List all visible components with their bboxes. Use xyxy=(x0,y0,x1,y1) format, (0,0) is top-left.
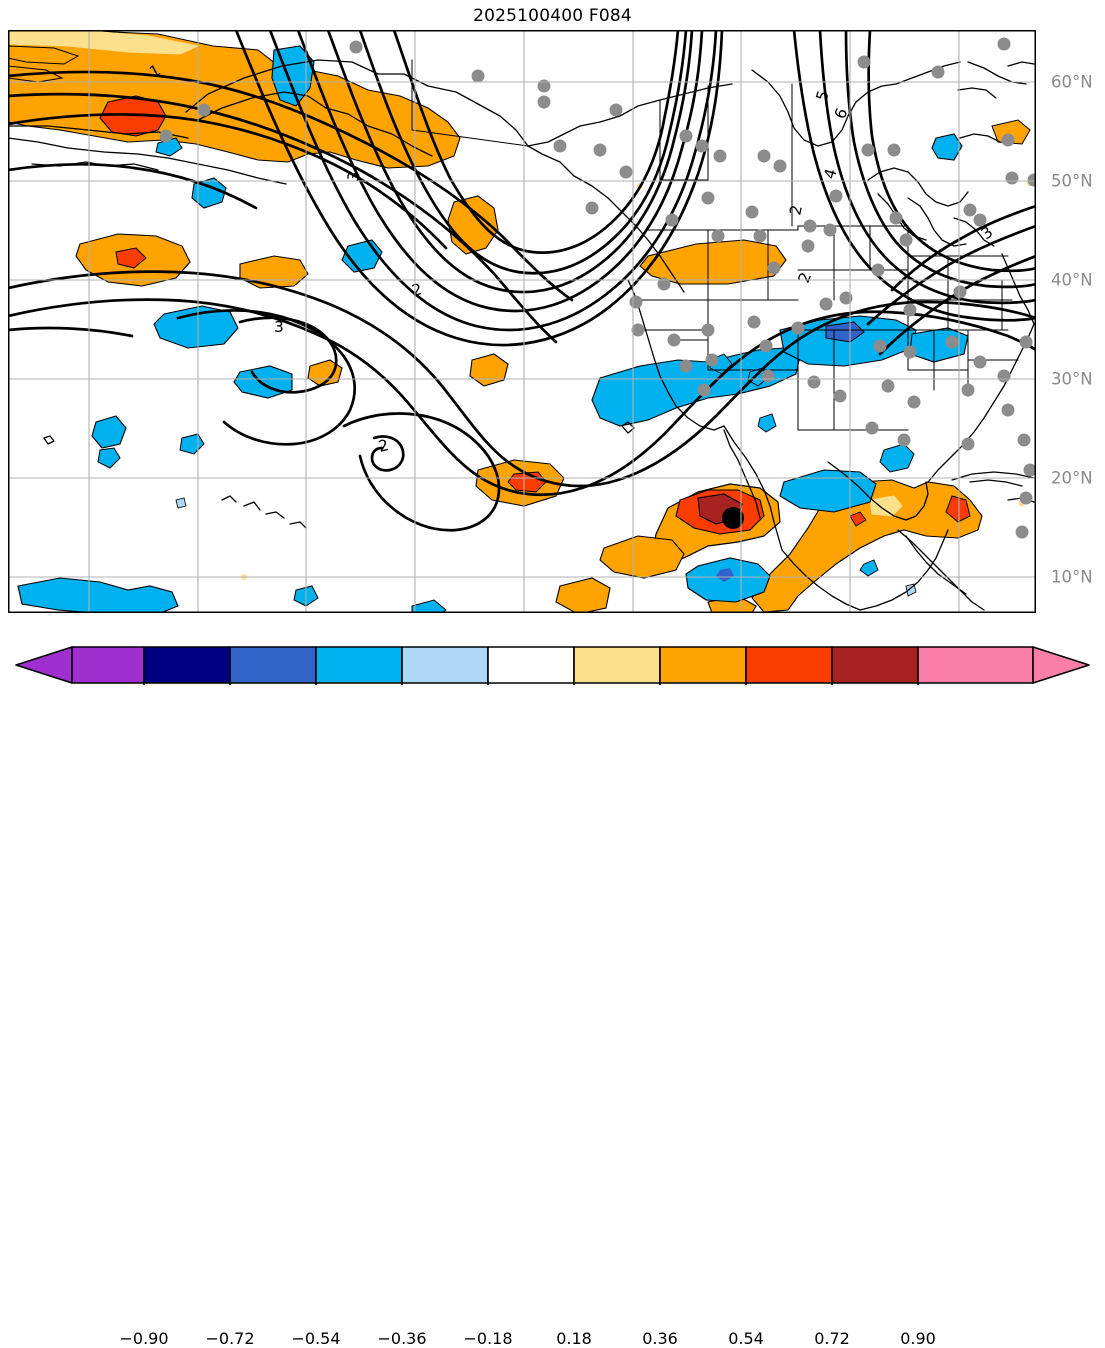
colorbar-seg-navy xyxy=(143,646,231,684)
contour-label-3a: 3 xyxy=(344,170,363,183)
map-gridlines xyxy=(8,30,1036,613)
colorbar-seg-white xyxy=(487,646,575,684)
colorbar-seg-deep-sky-blue xyxy=(315,646,403,684)
map-panel[interactable]: 1 3 2 3 2 5 6 2 4 2 3 xyxy=(8,30,1093,668)
lat-tick-10n: 10°N xyxy=(1051,567,1093,587)
colorbar-cap-low xyxy=(15,646,73,684)
lat-tick-50n: 50°N xyxy=(1051,171,1093,191)
colorbar-tick-label-0: −0.90 xyxy=(119,1329,169,1348)
contour-label-4: 4 xyxy=(821,167,841,181)
colorbar-seg-dark-red xyxy=(831,646,919,684)
colorbar-ticks xyxy=(143,683,919,685)
colorbar-tick-label-2: −0.54 xyxy=(291,1329,341,1348)
colorbar-seg-light-yellow xyxy=(573,646,661,684)
negative-anomaly-shading xyxy=(17,45,969,613)
contour-label-2b: 2 xyxy=(377,436,391,456)
colorbar-tick-label-5: 0.18 xyxy=(556,1329,592,1348)
colorbar-tick-label-3: −0.36 xyxy=(377,1329,427,1348)
storm-center-marker[interactable] xyxy=(722,507,744,529)
contour-lines xyxy=(8,30,1036,532)
texas-cool-core xyxy=(825,321,865,343)
colorbar-svg xyxy=(15,646,1090,685)
colorbar-seg-orange-red xyxy=(745,646,833,684)
map-frame xyxy=(8,30,1036,613)
colorbar-seg-orange xyxy=(659,646,747,684)
colorbar-tick-label-6: 0.36 xyxy=(642,1329,678,1348)
colorbar-tick-label-1: −0.72 xyxy=(205,1329,255,1348)
colorbar-tick-label-7: 0.54 xyxy=(728,1329,764,1348)
contour-label-3b: 3 xyxy=(274,318,284,336)
contour-label-2c: 2 xyxy=(786,203,806,216)
colorbar-seg-pink xyxy=(917,646,1034,684)
colorbar-seg-purple xyxy=(71,646,145,684)
colorbar-seg-royal-blue xyxy=(229,646,317,684)
figure-canvas: 2025100400 F084 xyxy=(0,6,1105,1348)
map-svg: 1 3 2 3 2 5 6 2 4 2 3 xyxy=(8,30,1036,613)
lat-tick-30n: 30°N xyxy=(1051,369,1093,389)
colorbar-cap-high xyxy=(1032,646,1090,684)
colorbar-seg-light-blue xyxy=(401,646,489,684)
plains-warm-anomaly xyxy=(639,239,787,285)
station-dots xyxy=(159,37,1036,539)
lat-tick-20n: 20°N xyxy=(1051,468,1093,488)
colorbar[interactable]: −0.90 −0.72 −0.54 −0.36 −0.18 0.18 0.36 … xyxy=(0,645,1105,1348)
contour-label-2a: 2 xyxy=(410,280,423,300)
colorbar-tick-label-8: 0.72 xyxy=(814,1329,850,1348)
lat-tick-40n: 40°N xyxy=(1051,270,1093,290)
colorbar-segments xyxy=(15,646,1090,684)
colorbar-tick-label-4: −0.18 xyxy=(463,1329,513,1348)
colorbar-tick-label-9: 0.90 xyxy=(900,1329,936,1348)
page-title: 2025100400 F084 xyxy=(473,6,632,26)
lat-tick-60n: 60°N xyxy=(1051,72,1093,92)
